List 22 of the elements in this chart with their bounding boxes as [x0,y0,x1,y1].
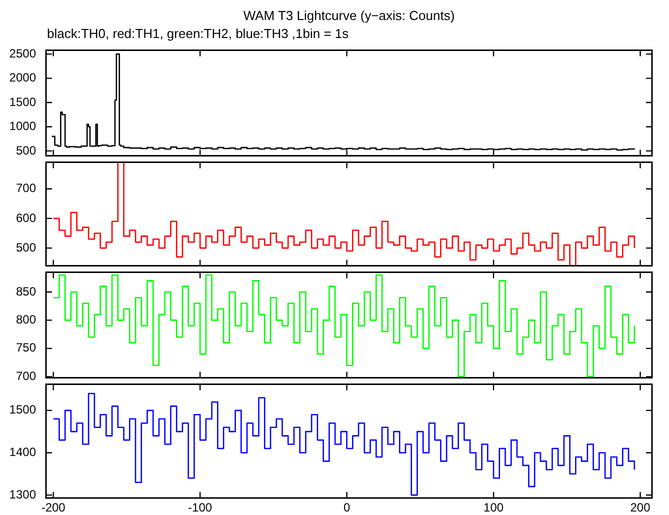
y-tick-label: 700 [16,181,36,196]
y-tick-label: 1400 [9,445,36,460]
y-tick-label: 500 [16,143,36,158]
y-tick-label: 850 [16,284,36,298]
y-tick-label: 2000 [9,70,36,85]
y-tick-label: 500 [16,240,36,254]
y-tick-label: 600 [16,210,36,225]
x-tick-label: 0 [343,500,350,515]
y-tick-label: 700 [16,368,36,383]
x-tick-label: -200 [41,500,66,515]
y-tick-label: 1500 [9,94,36,109]
y-tick-label: 1300 [9,487,36,502]
y-tick-label: 1000 [9,119,36,134]
y-tick-label: 1500 [9,402,36,417]
chart-subtitle: black:TH0, red:TH1, green:TH2, blue:TH3 ,1bin = 1s [47,26,349,41]
chart-title: WAM T3 Lightcurve (y−axis: Counts) [242,8,456,23]
x-tick-label: 200 [630,500,651,515]
x-tick-label: 100 [484,500,504,515]
y-tick-label: 800 [16,312,36,327]
y-tick-label: 750 [16,340,36,355]
y-tick-label: 2500 [9,46,36,60]
x-tick-label: -100 [188,500,212,515]
